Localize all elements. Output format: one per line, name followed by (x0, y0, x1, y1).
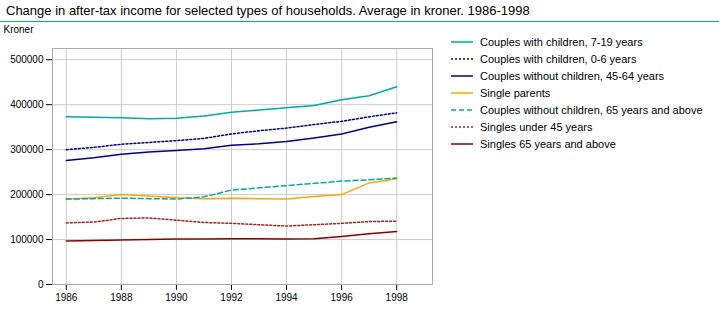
html-text:Single parents: Single parents (480, 87, 551, 99)
html-text:Couples without children, 45-6: Couples without children, 45-64 years (480, 70, 664, 82)
svg-text:1996: 1996 (331, 292, 354, 303)
svg-text:1986: 1986 (55, 292, 78, 303)
svg-text:1998: 1998 (386, 292, 409, 303)
svg-text:100000: 100000 (10, 234, 44, 245)
svg-text:1994: 1994 (275, 292, 298, 303)
html-text:Change in after-tax income for: Change in after-tax income for selected … (6, 3, 530, 18)
svg-text:Kroner: Kroner (4, 24, 35, 35)
html-text:Singles 65 years and above: Singles 65 years and above (480, 138, 616, 150)
svg-text:500000: 500000 (10, 54, 44, 65)
svg-text:400000: 400000 (10, 99, 44, 110)
svg-text:1992: 1992 (220, 292, 243, 303)
svg-text:1990: 1990 (165, 292, 188, 303)
html-text:Couples with children, 0-6 yea: Couples with children, 0-6 years (480, 53, 637, 65)
html-text:Singles under 45 years: Singles under 45 years (480, 121, 593, 133)
svg-text:300000: 300000 (10, 144, 44, 155)
svg-text:0: 0 (38, 279, 44, 290)
svg-text:200000: 200000 (10, 189, 44, 200)
html-text:Couples with children, 7-19 ye: Couples with children, 7-19 years (480, 36, 643, 48)
html-text:Couples without children, 65 y: Couples without children, 65 years and a… (480, 104, 703, 116)
svg-text:1988: 1988 (110, 292, 133, 303)
